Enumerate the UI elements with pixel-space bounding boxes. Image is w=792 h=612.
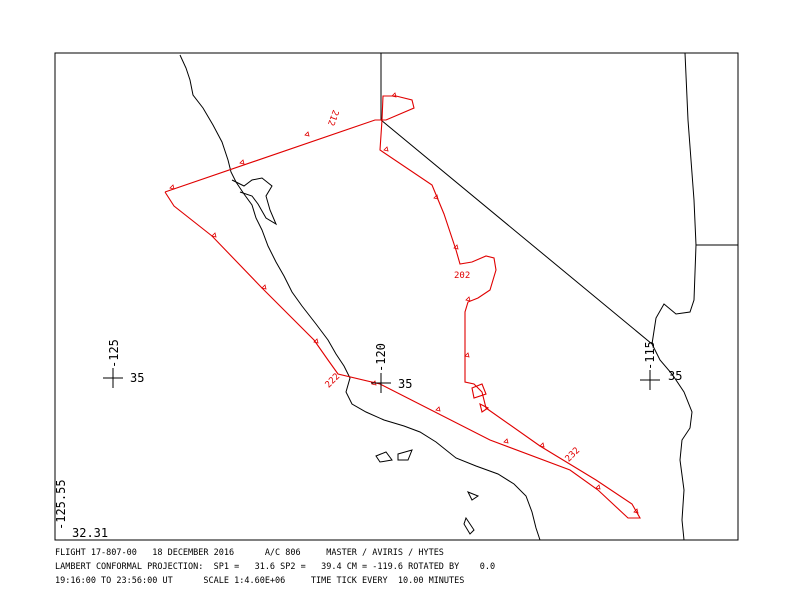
track-label: 212: [325, 108, 340, 127]
corner-longitude: -125.55: [54, 479, 68, 530]
coastline: [179, 54, 541, 541]
flight-loop: [471, 383, 490, 413]
flight-track: [164, 95, 641, 519]
islands: [375, 449, 480, 535]
state-border: [380, 53, 653, 345]
map-frame: [54, 52, 739, 541]
corner-latitude: 32.31: [72, 526, 108, 540]
state-border: [684, 52, 738, 246]
state-border: [651, 244, 697, 345]
longitude-label: -120: [374, 343, 388, 372]
graticule-cross: [103, 368, 660, 393]
state-border: [651, 343, 693, 541]
longitude-label: -125: [107, 339, 121, 368]
longitude-label: -115: [643, 341, 657, 370]
latitude-label: 35: [130, 371, 144, 385]
time-ticks: [169, 92, 639, 514]
bay: [231, 177, 278, 226]
latitude-label: 35: [398, 377, 412, 391]
footer-line: FLIGHT 17-807-00 18 DECEMBER 2016 A/C 80…: [55, 548, 444, 558]
footer-line: 19:16:00 TO 23:56:00 UT SCALE 1:4.60E+06…: [55, 576, 464, 586]
footer-line: LAMBERT CONFORMAL PROJECTION: SP1 = 31.6…: [55, 562, 495, 572]
track-label: 202: [454, 271, 470, 281]
latitude-label: 35: [668, 369, 682, 383]
